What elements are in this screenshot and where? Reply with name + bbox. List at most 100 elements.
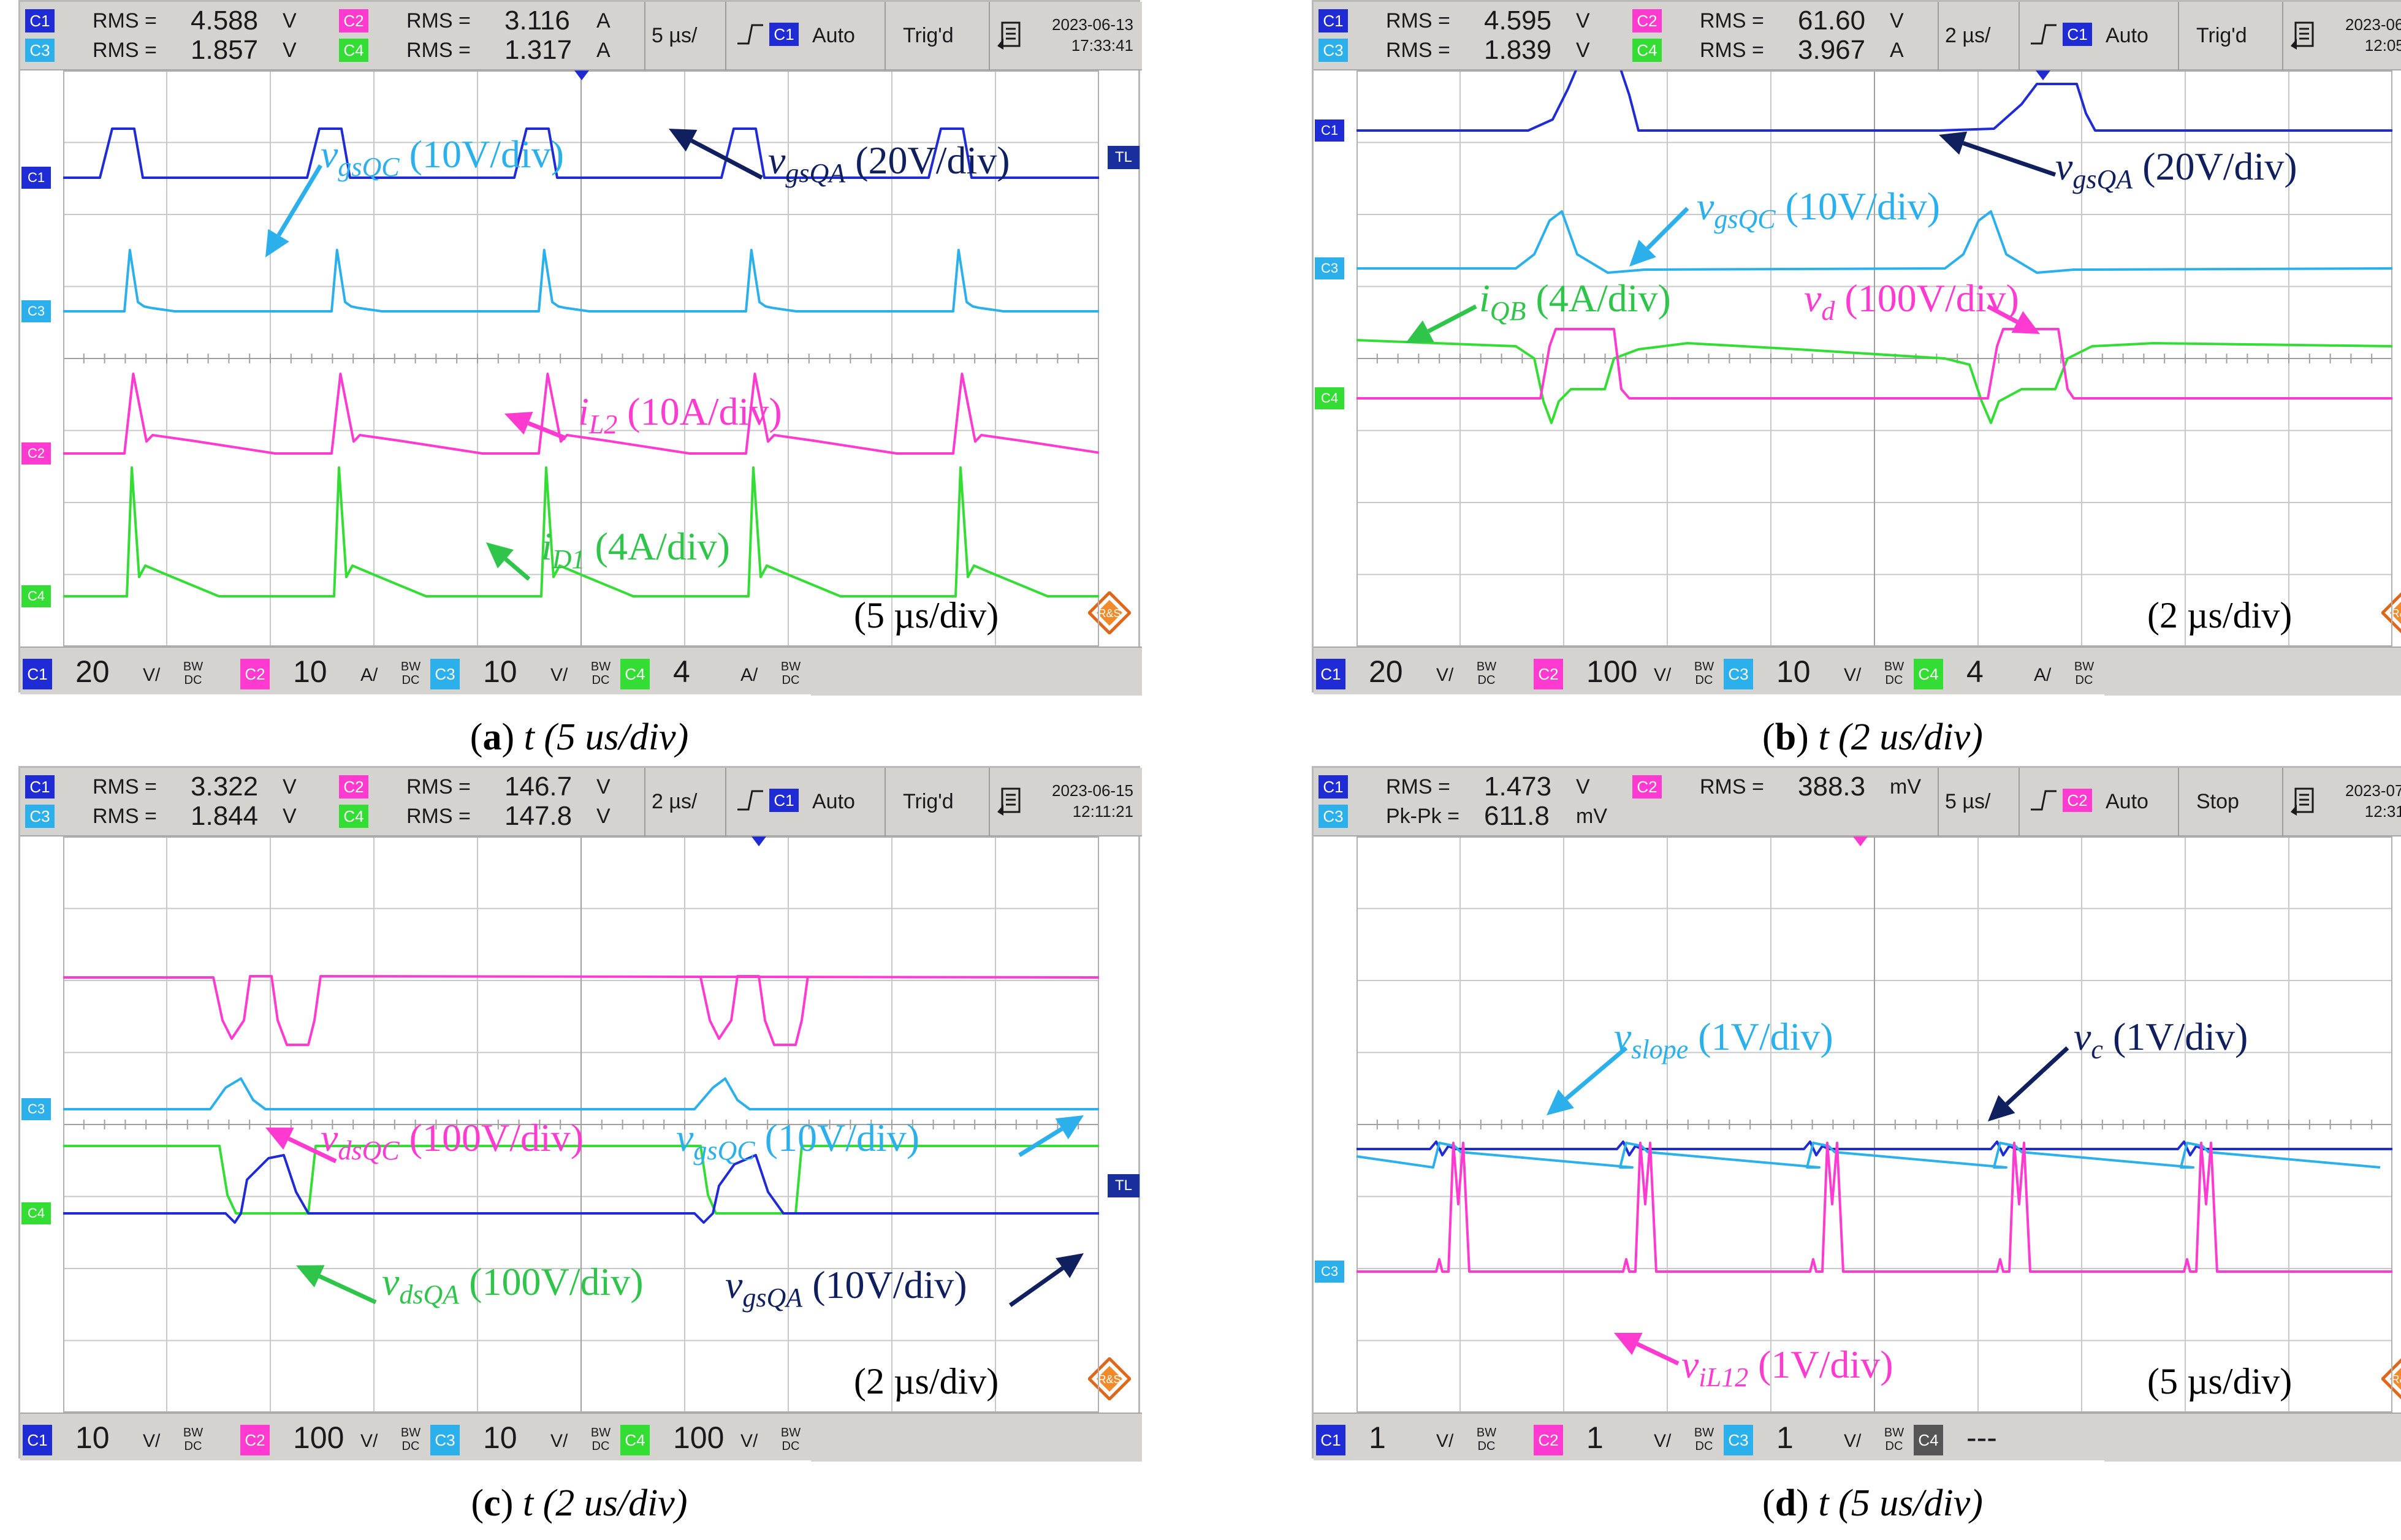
channel-scale-value[interactable]: 100 xyxy=(1586,654,1638,689)
channel-badge-c2[interactable]: C2 xyxy=(339,9,368,32)
measurement-label: RMS = xyxy=(93,39,157,62)
trigger-mode[interactable]: Auto xyxy=(812,24,855,47)
trigger-channel-badge[interactable]: C1 xyxy=(769,23,799,46)
footer-channel-badge-c2[interactable]: C2 xyxy=(240,659,270,689)
trigger-level-marker[interactable]: TL xyxy=(1108,1174,1140,1197)
channel-scale-value[interactable]: 10 xyxy=(293,654,327,689)
channel-offset-marker[interactable]: C1 xyxy=(1315,119,1344,142)
channel-scale-value[interactable]: 1 xyxy=(1369,1421,1386,1455)
trigger-mode[interactable]: Auto xyxy=(2106,24,2148,47)
channel-scale-value[interactable]: 4 xyxy=(1966,654,1984,689)
channel-offset-marker[interactable]: C3 xyxy=(1315,257,1344,279)
footer-channel-badge-c1[interactable]: C1 xyxy=(23,1425,52,1455)
channel-badge-c1[interactable]: C1 xyxy=(1318,775,1348,798)
channel-scale-value[interactable]: 10 xyxy=(1776,654,1811,689)
timebase-value[interactable]: 5 µs/ xyxy=(1945,790,1991,813)
footer-channel-badge-c4[interactable]: C4 xyxy=(620,659,650,689)
channel-offset-marker[interactable]: C1 xyxy=(21,167,51,189)
measurement-label: RMS = xyxy=(1386,775,1450,798)
channel-scale-value[interactable]: 1 xyxy=(1776,1421,1794,1455)
acquisition-status[interactable]: Trig'd xyxy=(903,790,954,813)
waveform-plot-area[interactable]: vgsQA (20V/div) vgsQC (10V/div) iQB (4A/di… xyxy=(1356,67,2393,647)
footer-channel-badge-c2[interactable]: C2 xyxy=(1534,1425,1563,1455)
channel-badge-c2[interactable]: C2 xyxy=(1632,775,1662,798)
footer-channel-badge-c1[interactable]: C1 xyxy=(23,659,52,689)
channel-badge-c4[interactable]: C4 xyxy=(339,805,368,828)
channel-offset-marker[interactable]: C3 xyxy=(21,300,51,322)
footer-channel-badge-c2[interactable]: C2 xyxy=(1534,659,1563,689)
footer-channel-badge-c4[interactable]: C4 xyxy=(620,1425,650,1455)
channel-badge-c1[interactable]: C1 xyxy=(25,9,55,32)
channel-offset-marker[interactable]: C3 xyxy=(1315,1261,1344,1283)
trace-vd xyxy=(1357,328,2392,400)
footer-channel-badge-c3[interactable]: C3 xyxy=(1724,1425,1753,1455)
bandwidth-coupling-label: BW DC xyxy=(400,1426,421,1453)
channel-badge-c1[interactable]: C1 xyxy=(25,775,55,798)
timebase-value[interactable]: 2 µs/ xyxy=(1945,24,1991,47)
footer-channel-badge-c1[interactable]: C1 xyxy=(1316,1425,1345,1455)
trigger-channel-badge[interactable]: C2 xyxy=(2063,789,2092,812)
channel-offset-marker[interactable]: C4 xyxy=(21,585,51,607)
waveform-plot-area[interactable]: vdsQC (100V/div) vgsQC (10V/div) vdsQA (10… xyxy=(63,836,1100,1413)
channel-badge-c3[interactable]: C3 xyxy=(25,805,55,828)
footer-channel-badge-c4[interactable]: C4 xyxy=(1914,659,1943,689)
trigger-mode[interactable]: Auto xyxy=(2106,790,2148,813)
arrow-vdsqa-shaft xyxy=(318,1274,377,1305)
acquisition-status[interactable]: Stop xyxy=(2196,790,2239,813)
acquisition-status[interactable]: Trig'd xyxy=(2196,24,2247,47)
waveform-annotation: iL2 (10A/div) xyxy=(578,389,782,440)
annotation-subscript: dsQC xyxy=(338,1136,400,1166)
channel-offset-marker[interactable]: C4 xyxy=(1315,387,1344,409)
trigger-mode[interactable]: Auto xyxy=(812,790,855,813)
rohde-schwarz-logo: R&S xyxy=(1087,1356,1132,1402)
channel-scale-value[interactable]: 10 xyxy=(483,1421,517,1455)
channel-badge-c3[interactable]: C3 xyxy=(1318,39,1348,62)
channel-scale-value[interactable]: 20 xyxy=(75,654,110,689)
channel-scale-value[interactable]: 1 xyxy=(1586,1421,1604,1455)
channel-badge-c4[interactable]: C4 xyxy=(339,39,368,62)
channel-scale-value[interactable]: 4 xyxy=(673,654,690,689)
arrow-vslope-shaft xyxy=(1564,1046,1628,1101)
footer-channel-badge-c3[interactable]: C3 xyxy=(430,659,460,689)
channel-scale-value[interactable]: 10 xyxy=(75,1421,110,1455)
arrow-vdsqa-head xyxy=(296,1265,325,1288)
channel-badge-c4[interactable]: C4 xyxy=(1632,39,1662,62)
rohde-schwarz-logo: R&S xyxy=(2380,591,2401,634)
trigger-channel-badge[interactable]: C1 xyxy=(2063,23,2092,46)
channel-scale-footer: C1 20 V/BW DC C2 10 A/BW DC C3 10 V/BW DC C4 4 A/BW DC xyxy=(20,647,1142,696)
measurement-header: C1 RMS = 3.322 V C2 RMS = 146.7 V C3 RMS = 1.844 V C… xyxy=(20,768,1142,836)
channel-badge-c1[interactable]: C1 xyxy=(1318,9,1348,32)
footer-channel-badge-c3[interactable]: C3 xyxy=(430,1425,460,1455)
channel-badge-c3[interactable]: C3 xyxy=(1318,805,1348,828)
date-stamp: 2023-06-15 xyxy=(1052,781,1133,800)
channel-scale-value[interactable]: 10 xyxy=(483,654,517,689)
timebase-value[interactable]: 5 µs/ xyxy=(652,24,698,47)
footer-channel-badge-c2[interactable]: C2 xyxy=(240,1425,270,1455)
channel-scale-value[interactable]: 100 xyxy=(673,1421,725,1455)
annotation-symbol: v xyxy=(725,1263,743,1307)
channel-scale-value[interactable]: --- xyxy=(1966,1421,1997,1455)
channel-badge-c2[interactable]: C2 xyxy=(339,775,368,798)
trigger-level-marker[interactable]: TL xyxy=(1108,146,1140,169)
header-divider xyxy=(885,768,886,836)
arrow-id1-shaft xyxy=(504,557,531,581)
channel-scale-unit: V/ xyxy=(550,1431,568,1451)
trigger-channel-badge[interactable]: C1 xyxy=(769,789,799,812)
annotation-subscript: L2 xyxy=(588,409,618,439)
bandwidth-coupling-label: BW DC xyxy=(780,660,801,687)
timebase-value[interactable]: 2 µs/ xyxy=(652,790,698,813)
channel-offset-marker[interactable]: C3 xyxy=(21,1098,51,1120)
channel-offset-marker[interactable]: C2 xyxy=(21,442,51,465)
footer-channel-badge-c3[interactable]: C3 xyxy=(1724,659,1753,689)
channel-badge-c3[interactable]: C3 xyxy=(25,39,55,62)
channel-scale-value[interactable]: 20 xyxy=(1369,654,1403,689)
footer-channel-badge-c4[interactable]: C4 xyxy=(1914,1425,1943,1455)
waveform-plot-area[interactable]: vslope (1V/div) vc (1V/div) viL12 (1V/div)… xyxy=(1356,836,2393,1413)
acquisition-status[interactable]: Trig'd xyxy=(903,24,954,47)
channel-badge-c2[interactable]: C2 xyxy=(1632,9,1662,32)
footer-channel-badge-c1[interactable]: C1 xyxy=(1316,659,1345,689)
waveform-annotation: vgsQA (20V/div) xyxy=(2055,144,2297,195)
waveform-plot-area[interactable]: vgsQC (10V/div) vgsQA (20V/div) iL2 (10A/d… xyxy=(63,70,1105,647)
channel-offset-marker[interactable]: C4 xyxy=(21,1202,51,1224)
channel-scale-value[interactable]: 100 xyxy=(293,1421,344,1455)
